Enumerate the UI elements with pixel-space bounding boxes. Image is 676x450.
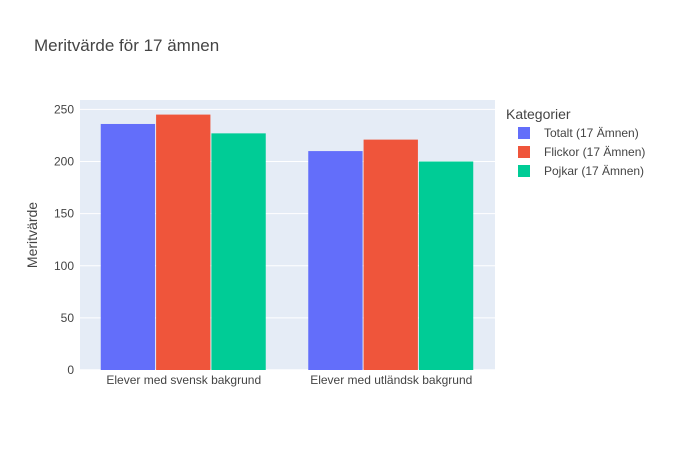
y-tick-label: 50 bbox=[61, 311, 75, 325]
chart-title: Meritvärde för 17 ämnen bbox=[34, 36, 219, 55]
x-tick-label: Elever med svensk bakgrund bbox=[106, 373, 261, 387]
legend-swatch bbox=[518, 127, 530, 139]
legend-item[interactable]: Totalt (17 Ämnen) bbox=[518, 126, 639, 140]
legend-swatch bbox=[518, 165, 530, 177]
bar bbox=[308, 151, 363, 370]
y-axis-title: Meritvärde bbox=[24, 202, 40, 268]
y-tick-label: 200 bbox=[54, 155, 74, 169]
legend-item[interactable]: Flickor (17 Ämnen) bbox=[518, 145, 645, 159]
legend-label: Pojkar (17 Ämnen) bbox=[544, 164, 644, 178]
legend-label: Flickor (17 Ämnen) bbox=[544, 145, 645, 159]
x-tick-label: Elever med utländsk bakgrund bbox=[310, 373, 472, 387]
legend-label: Totalt (17 Ämnen) bbox=[544, 126, 639, 140]
y-tick-label: 250 bbox=[54, 102, 74, 116]
bars bbox=[100, 114, 474, 370]
y-tick-label: 100 bbox=[54, 259, 74, 273]
bar bbox=[363, 139, 418, 370]
y-axis-ticks: 0 50 100 150 200 250 bbox=[54, 102, 74, 377]
legend-title: Kategorier bbox=[506, 106, 571, 122]
bar bbox=[211, 133, 266, 370]
bar bbox=[100, 123, 156, 370]
x-axis-ticks: Elever med svensk bakgrund Elever med utl… bbox=[106, 373, 472, 387]
y-tick-label: 0 bbox=[67, 363, 74, 377]
bar bbox=[418, 161, 474, 370]
y-tick-label: 150 bbox=[54, 207, 74, 221]
legend-swatch bbox=[518, 146, 530, 158]
legend: Kategorier Totalt (17 Ämnen) Flickor (17 … bbox=[506, 106, 645, 178]
legend-item[interactable]: Pojkar (17 Ämnen) bbox=[518, 164, 644, 178]
bar bbox=[156, 114, 211, 370]
